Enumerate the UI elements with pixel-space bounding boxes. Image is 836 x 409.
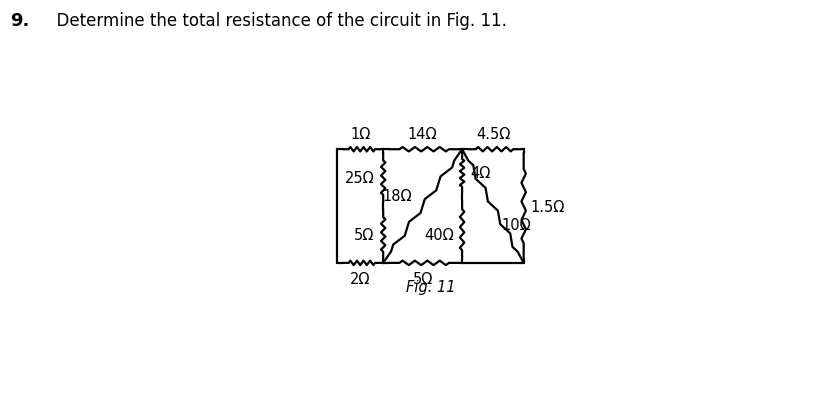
Text: 1.5Ω: 1.5Ω [530,199,564,214]
Text: 25Ω: 25Ω [344,171,374,186]
Text: 5Ω: 5Ω [354,227,374,243]
Text: 2Ω: 2Ω [349,271,370,286]
Text: 10Ω: 10Ω [501,218,531,233]
Text: 9.: 9. [10,12,29,30]
Text: 4Ω: 4Ω [470,166,490,181]
Text: Determine the total resistance of the circuit in Fig. 11.: Determine the total resistance of the ci… [46,12,507,30]
Text: 4.5Ω: 4.5Ω [476,127,510,142]
Text: 1Ω: 1Ω [350,127,370,142]
Text: 18Ω: 18Ω [382,188,411,203]
Text: 14Ω: 14Ω [407,127,437,142]
Text: 40Ω: 40Ω [424,227,453,243]
Text: Fig. 11: Fig. 11 [405,279,455,294]
Text: 5Ω: 5Ω [412,271,432,286]
